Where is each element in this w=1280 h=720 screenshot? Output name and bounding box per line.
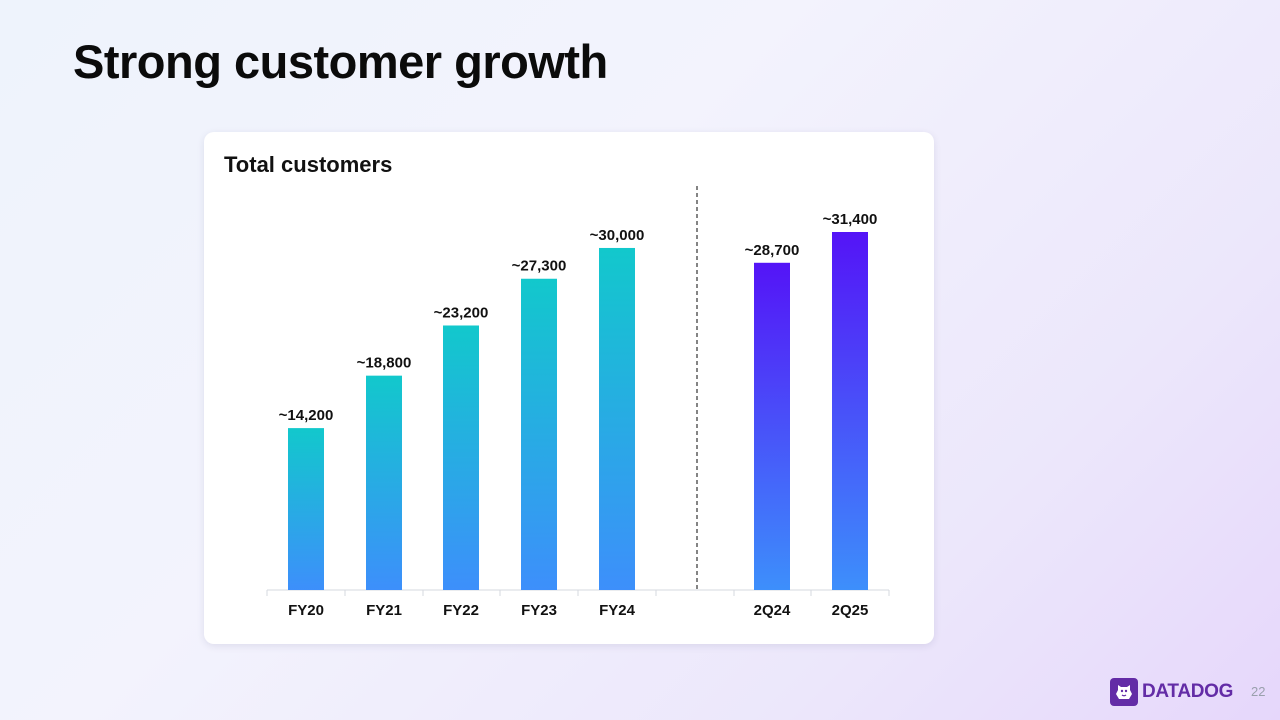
- x-tick-label-2q25: 2Q25: [832, 602, 869, 619]
- bar-2q24: [754, 262, 790, 590]
- slide-title: Strong customer growth: [73, 35, 608, 88]
- data-label-fy20: ~14,200: [279, 407, 334, 424]
- x-tick-label-fy23: FY23: [521, 602, 557, 619]
- data-label-fy23: ~27,300: [512, 258, 567, 275]
- data-label-fy22: ~23,200: [434, 304, 489, 321]
- data-label-fy24: ~30,000: [590, 227, 645, 244]
- x-tick-label-fy20: FY20: [288, 602, 324, 619]
- bar-fy21: [366, 375, 402, 590]
- page-number: 22: [1251, 684, 1266, 699]
- x-tick-label-fy22: FY22: [443, 602, 479, 619]
- chart-title: Total customers: [224, 152, 393, 177]
- bar-chart: ~14,200 FY20 ~18,800 FY21 ~23,200 FY22 ~27,300…: [266, 186, 890, 619]
- x-tick-label-fy21: FY21: [366, 602, 402, 619]
- bar-fy20: [288, 428, 324, 590]
- bar-2q25: [832, 232, 868, 590]
- brand-name: DATADOG: [1142, 681, 1234, 702]
- data-label-2q24: ~28,700: [745, 242, 800, 259]
- bar-fy22: [443, 325, 479, 590]
- dog-logo-icon: [1110, 678, 1138, 706]
- bar-fy24: [599, 247, 635, 590]
- brand-logo: DATADOG: [1110, 676, 1233, 708]
- chart-card: Total customers ~14,200 FY20 ~18,800 FY21 ~2…: [204, 132, 934, 644]
- bar-fy23: [521, 278, 557, 590]
- x-tick-label-fy24: FY24: [599, 602, 636, 619]
- x-tick-label-2q24: 2Q24: [754, 602, 791, 619]
- data-label-2q25: ~31,400: [823, 211, 878, 228]
- data-label-fy21: ~18,800: [357, 355, 412, 372]
